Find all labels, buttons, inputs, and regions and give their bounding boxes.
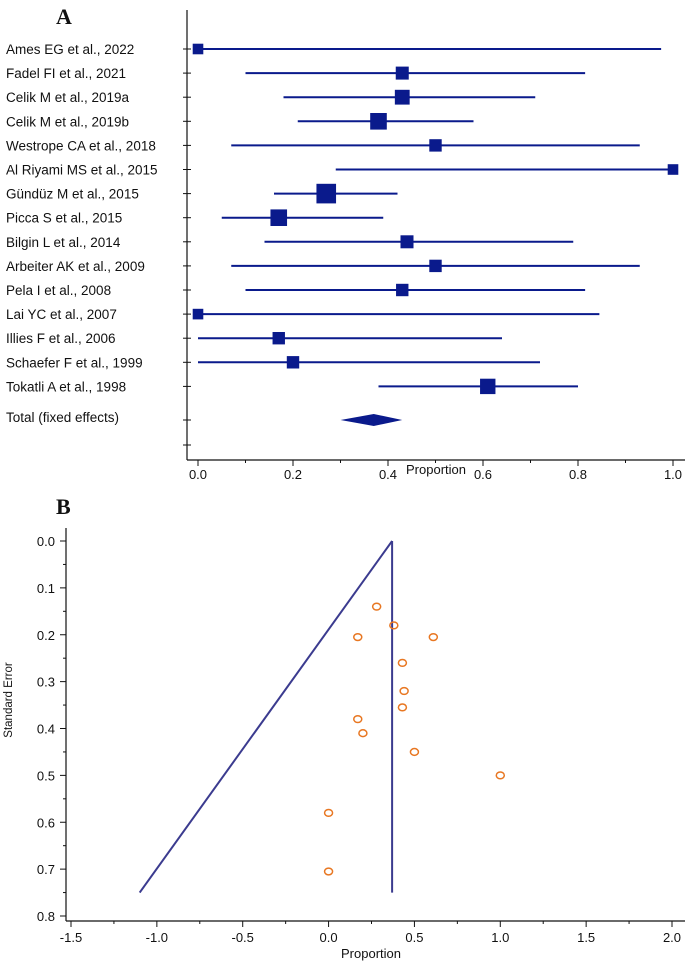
forest-x-tick-label: 0.4: [379, 467, 397, 482]
funnel-y-tick-label: 0.4: [37, 722, 55, 737]
forest-x-tick-label: 1.0: [664, 467, 682, 482]
funnel-y-tick-label: 0.7: [37, 862, 55, 877]
study-label: Fadel FI et al., 2021: [6, 66, 126, 81]
estimate-square: [429, 259, 442, 273]
funnel-x-tick-label: 2.0: [663, 930, 681, 945]
estimate-square: [480, 378, 496, 395]
pooled-estimate-diamond: [340, 414, 403, 426]
study-label: Picca S et al., 2015: [6, 211, 122, 226]
estimate-square: [370, 113, 387, 130]
study-point: [323, 808, 334, 818]
study-label: Schaefer F et al., 1999: [6, 355, 143, 370]
funnel-x-tick-label: 1.0: [491, 930, 509, 945]
estimate-square: [400, 235, 414, 249]
estimate-square: [272, 332, 285, 345]
funnel-y-tick-label: 0.5: [37, 768, 55, 783]
estimate-square: [192, 308, 204, 320]
panel-letter-b: B: [56, 494, 71, 519]
estimate-square: [429, 139, 442, 152]
study-label: Lai YC et al., 2007: [6, 307, 117, 322]
study-point: [353, 632, 363, 642]
study-point: [358, 729, 368, 738]
study-point: [428, 632, 439, 642]
study-point: [409, 747, 420, 757]
study-point: [323, 867, 334, 876]
funnel-x-tick-label: 1.5: [577, 930, 595, 945]
study-label: Illies F et al., 2006: [6, 331, 116, 346]
study-label: Tokatli A et al., 1998: [6, 379, 126, 394]
forest-x-tick-label: 0.8: [569, 467, 587, 482]
study-label: Celik M et al., 2019a: [6, 90, 130, 105]
funnel-x-tick-label: 0.5: [405, 930, 423, 945]
funnel-y-axis-title: Standard Error: [3, 662, 15, 738]
estimate-square: [270, 209, 288, 226]
funnel-y-tick-label: 0.3: [37, 675, 55, 690]
funnel-x-axis-title: Proportion: [341, 946, 401, 961]
study-label: Pela I et al., 2008: [6, 283, 111, 298]
study-point: [371, 602, 382, 611]
estimate-square: [667, 164, 679, 175]
funnel-y-tick-label: 0.1: [37, 581, 55, 596]
study-point: [495, 771, 506, 780]
funnel-x-tick-label: -1.5: [60, 930, 82, 945]
estimate-square: [395, 66, 409, 80]
funnel-x-tick-label: -0.5: [232, 930, 254, 945]
study-label: Ames EG et al., 2022: [6, 42, 134, 57]
study-point: [353, 714, 363, 724]
panel-letter-a: A: [56, 4, 72, 29]
funnel-x-tick-label: 0.0: [320, 930, 338, 945]
study-point: [397, 658, 408, 668]
study-point: [389, 621, 399, 630]
study-label: Bilgin L et al., 2014: [6, 235, 121, 250]
estimate-square: [192, 43, 204, 55]
estimate-square: [316, 183, 337, 204]
estimate-square: [286, 356, 300, 369]
study-label: Arbeiter AK et al., 2009: [6, 259, 145, 274]
funnel-left-boundary: [138, 540, 393, 894]
funnel-y-tick-label: 0.6: [37, 815, 55, 830]
forest-plot: A Ames EG et al., 2022 Fadel FI et al., 2…: [6, 4, 685, 482]
forest-x-tick-label: 0.6: [474, 467, 492, 482]
funnel-plot: B 0.0 0.1 0.2 0.3 0.4 0.5 0.6 0.7 0.8 -1.5 -1.0 -0.…: [3, 494, 685, 961]
funnel-x-tick-label: -1.0: [146, 930, 168, 945]
forest-x-axis-title: Proportion: [406, 462, 466, 477]
forest-x-tick-label: 0.0: [189, 467, 207, 482]
study-label: Al Riyami MS et al., 2015: [6, 163, 158, 178]
study-label: Celik M et al., 2019b: [6, 114, 129, 129]
study-label: Gündüz M et al., 2015: [6, 187, 139, 202]
funnel-y-tick-label: 0.2: [37, 628, 55, 643]
estimate-square: [396, 283, 409, 297]
total-label: Total (fixed effects): [6, 410, 119, 425]
funnel-y-tick-label: 0.8: [37, 909, 55, 924]
study-label: Westrope CA et al., 2018: [6, 138, 156, 153]
funnel-y-tick-label: 0.0: [37, 534, 55, 549]
estimate-square: [394, 89, 410, 105]
forest-x-tick-label: 0.2: [284, 467, 302, 482]
study-point: [397, 703, 408, 712]
study-point: [399, 686, 409, 696]
